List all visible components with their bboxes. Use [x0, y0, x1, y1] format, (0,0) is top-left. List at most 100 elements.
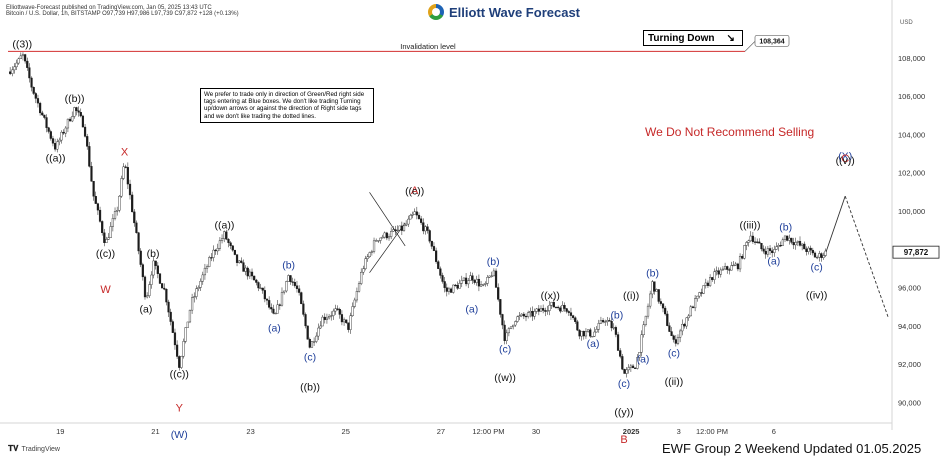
- x-tick-label: 12:00 PM: [472, 427, 504, 436]
- candle-body: [734, 263, 737, 266]
- candle-body: [745, 242, 748, 246]
- candle-body: [265, 298, 269, 301]
- brand-name: Elliott Wave Forecast: [449, 4, 580, 20]
- candle-body: [327, 316, 331, 319]
- candle-body: [610, 321, 613, 329]
- candle-body: [148, 284, 151, 297]
- candle-body: [332, 310, 335, 316]
- candle-body: [353, 299, 356, 307]
- candle-body: [679, 330, 682, 338]
- candle-body: [777, 245, 780, 247]
- candle-body: [574, 317, 577, 322]
- candle-body: [338, 309, 341, 315]
- projection-solid-line: [825, 195, 846, 252]
- candle-body: [90, 166, 93, 182]
- candle-body: [747, 240, 750, 243]
- candle-body: [257, 282, 260, 289]
- candle-body: [499, 299, 502, 315]
- candle-body: [98, 209, 102, 222]
- candle-body: [77, 110, 80, 113]
- candle-body: [250, 271, 254, 277]
- candle-body: [379, 237, 382, 241]
- candle-body: [805, 248, 808, 252]
- y-tick-label: 94,000: [898, 322, 921, 331]
- candle-body: [659, 301, 662, 304]
- candle-body: [674, 339, 677, 344]
- wave-label: X: [121, 147, 129, 159]
- candle-body: [165, 289, 168, 303]
- candle-body: [696, 295, 699, 299]
- arrow-down-right-icon: ↘: [726, 32, 735, 44]
- candle-body: [771, 250, 774, 253]
- candle-body: [664, 307, 667, 315]
- candle-body: [569, 312, 573, 316]
- candle-body: [229, 242, 232, 246]
- candle-body: [452, 284, 455, 293]
- candle-body: [75, 107, 78, 111]
- wave-label: (b): [147, 248, 160, 260]
- candle-body: [584, 331, 588, 337]
- x-tick-label: 23: [246, 427, 254, 436]
- candle-body: [113, 211, 117, 219]
- candle-body: [83, 126, 87, 137]
- candle-body: [550, 301, 553, 306]
- candle-body: [424, 226, 427, 232]
- candle-body: [334, 308, 337, 312]
- candle-body: [503, 324, 506, 341]
- candle-body: [413, 211, 416, 215]
- candle-body: [43, 114, 46, 118]
- candle-body: [58, 139, 61, 143]
- candle-body: [71, 116, 74, 122]
- candle-body: [34, 93, 37, 99]
- candle-body: [422, 222, 425, 232]
- candle-body: [751, 235, 755, 242]
- candle-body: [92, 180, 95, 197]
- y-tick-label: 100,000: [898, 207, 925, 216]
- wave-label: (c): [618, 378, 630, 390]
- invalidation-price-box: [754, 34, 790, 47]
- candle-body: [773, 249, 776, 253]
- wave-label: ((ii)): [665, 376, 684, 388]
- x-tick-label: 19: [56, 427, 64, 436]
- wave-label: ((iv)): [806, 290, 828, 302]
- invalidation-level: Invalidation level 108,364: [8, 34, 790, 52]
- candle-body: [604, 321, 607, 323]
- candle-body: [631, 365, 635, 369]
- candle-body: [242, 262, 245, 272]
- candle-body: [432, 246, 436, 251]
- candle-body: [203, 267, 207, 276]
- price-axis: USD90,00092,00094,00096,00098,000100,000…: [891, 0, 925, 430]
- candle-body: [169, 311, 172, 322]
- candle-body: [738, 256, 742, 270]
- candle-body: [289, 275, 292, 282]
- candle-body: [533, 311, 536, 317]
- candle-body: [426, 226, 429, 231]
- candle-body: [471, 275, 474, 281]
- candle-body: [21, 54, 25, 57]
- x-tick-label: 27: [437, 427, 445, 436]
- candle-body: [711, 277, 714, 280]
- candle-body: [507, 328, 510, 334]
- candle-body: [188, 309, 192, 323]
- candle-body: [601, 320, 605, 323]
- x-tick-label: 12:00 PM: [696, 427, 728, 436]
- candle-body: [494, 270, 498, 288]
- candle-body: [197, 287, 200, 289]
- candle-body: [152, 260, 155, 276]
- candle-body: [813, 252, 817, 258]
- candle-body: [730, 265, 733, 271]
- candle-body: [255, 279, 258, 283]
- candle-body: [291, 281, 294, 283]
- candle-body: [732, 264, 735, 267]
- candle-body: [396, 229, 399, 232]
- candle-body: [753, 241, 757, 243]
- candle-body: [811, 249, 814, 254]
- candle-body: [527, 312, 530, 317]
- candle-body: [214, 249, 217, 252]
- candle-body: [173, 332, 177, 346]
- candle-body: [482, 284, 485, 286]
- candle-body: [655, 289, 658, 292]
- candle-body: [756, 241, 759, 243]
- candle-body: [176, 344, 179, 357]
